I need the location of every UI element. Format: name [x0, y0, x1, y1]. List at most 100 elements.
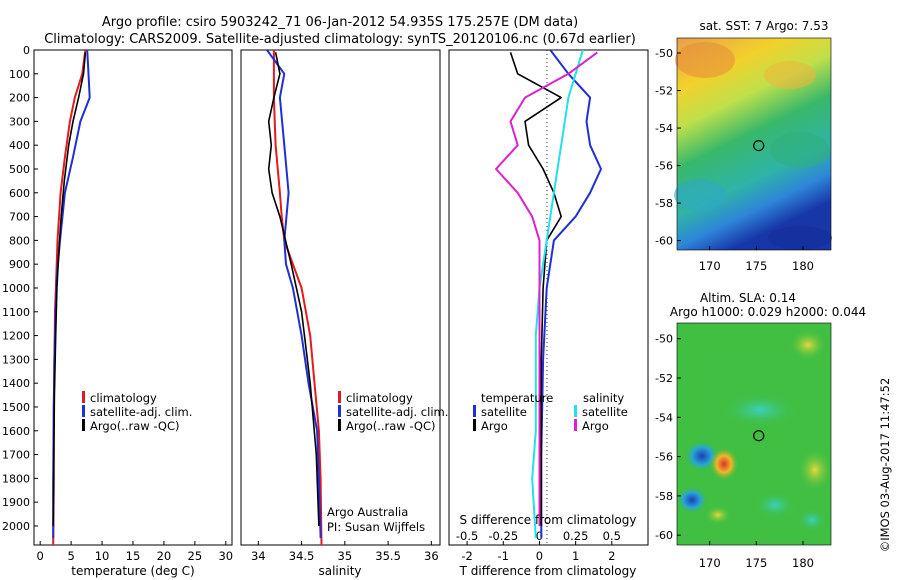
- x-tick-label: 25: [188, 549, 203, 563]
- t-difference-axis: -2 -1 0 1 2: [461, 541, 615, 563]
- series-line-salinity-satellite: [531, 50, 584, 538]
- series-line-temperature-argo: [509, 52, 563, 526]
- legend-group-temperature: temperature: [481, 391, 553, 405]
- difference-xlabel-top: S difference from climatology: [460, 513, 637, 527]
- lon-tick-label: 180: [792, 556, 814, 570]
- legend-argo: Argo(..raw -QC): [346, 419, 436, 433]
- legend-swatch-climatology: [338, 391, 341, 403]
- credit-org: Argo Australia: [327, 505, 408, 519]
- depth-tick-label: 200: [9, 92, 30, 105]
- temperature-panel: 0100200300400500600700800900100011001200…: [2, 44, 233, 578]
- depth-tick-label: 100: [9, 68, 30, 81]
- series-line-climatology: [272, 50, 323, 545]
- depth-tick-label: 700: [9, 211, 30, 224]
- temperature-series: [52, 50, 91, 545]
- sla-map-frame: [676, 322, 832, 546]
- salinity-axis: 34 34.5 35 35.5 36: [251, 541, 439, 563]
- sst-cool-patch: [674, 179, 726, 211]
- salinity-legend: climatology satellite-adj. clim. Argo(..…: [338, 391, 448, 433]
- temperature-legend: climatology satellite-adj. clim. Argo(..…: [82, 391, 192, 433]
- s-tick-label: 0.25: [563, 529, 589, 543]
- lat-tick-label: -60: [655, 235, 673, 248]
- x-tick-label: 35: [338, 549, 353, 563]
- sst-cool-patch: [770, 132, 830, 168]
- salinity-xlabel: salinity: [318, 564, 361, 578]
- depth-tick-label: 1300: [2, 353, 30, 366]
- sla-map-title-line1: Altim. SLA: 0.14: [700, 291, 796, 305]
- difference-xlabel: T difference from climatology: [459, 564, 637, 578]
- sst-map-title: sat. SST: 7 Argo: 7.53: [700, 19, 829, 33]
- depth-tick-label: 1200: [2, 330, 30, 343]
- difference-plot-frame: [448, 49, 649, 546]
- lat-tick-label: -56: [655, 160, 673, 173]
- legend-swatch-climatology: [82, 391, 85, 403]
- sst-map-frame: [676, 37, 832, 251]
- depth-tick-label: 2000: [2, 520, 30, 533]
- legend-swatch-s-satellite: [574, 405, 577, 417]
- legend-t-argo: Argo: [481, 419, 508, 433]
- x-tick-label: 0: [536, 549, 543, 563]
- lat-tick-label: -52: [655, 85, 673, 98]
- s-tick-label: -0.25: [488, 529, 518, 543]
- figure-title-line1: Argo profile: csiro 5903242_71 06-Jan-20…: [102, 15, 578, 30]
- depth-tick-label: 800: [9, 234, 30, 247]
- x-tick-label: 2: [608, 549, 615, 563]
- x-tick-label: -1: [498, 549, 509, 563]
- x-tick-label: 36: [424, 549, 439, 563]
- difference-legend: temperature salinity satellite Argo sate…: [473, 391, 628, 433]
- difference-series: [495, 50, 602, 538]
- x-tick-label: 10: [95, 549, 110, 563]
- legend-swatch-argo: [338, 419, 341, 431]
- difference-panel: -2 -1 0 1 2 -0.5 -0.25 0 0.25 0.5 T difference f…: [448, 49, 649, 578]
- legend-swatch-t-satellite: [473, 405, 476, 417]
- lat-tick-label: -50: [655, 333, 673, 346]
- depth-axis: 0 100 200 300 400 500 600 700 800 900 1000 1100 1200…: [2, 44, 38, 533]
- lon-tick-label: 180: [792, 259, 814, 273]
- x-tick-label: 20: [157, 549, 172, 563]
- legend-argo: Argo(..raw -QC): [90, 419, 180, 433]
- legend-swatch-satellite: [338, 405, 341, 417]
- sst-cold-patch: [768, 226, 832, 250]
- depth-tick-label: 0: [23, 44, 30, 57]
- s-tick-label: 0.5: [603, 529, 621, 543]
- legend-group-salinity: salinity: [583, 391, 624, 405]
- depth-tick-label: 1100: [2, 306, 30, 319]
- x-tick-label: -2: [461, 549, 472, 563]
- x-tick-label: 5: [67, 549, 74, 563]
- sla-yellow-patch: [797, 448, 833, 492]
- series-line-satellite-adj-clim-: [52, 50, 91, 538]
- legend-s-satellite: satellite: [582, 405, 628, 419]
- legend-satellite: satellite-adj. clim.: [90, 405, 192, 419]
- lat-tick-label: -58: [655, 197, 673, 210]
- s-difference-axis: -0.5 -0.25 0 0.25 0.5: [456, 529, 621, 543]
- depth-tick-label: 900: [9, 258, 30, 271]
- legend-satellite: satellite-adj. clim.: [346, 405, 448, 419]
- sla-high-patch: [709, 447, 739, 481]
- sla-map-title-line2: Argo h1000: 0.029 h2000: 0.044: [670, 305, 866, 319]
- lat-tick-label: -54: [655, 411, 673, 424]
- legend-s-argo: Argo: [582, 419, 609, 433]
- sla-map-axes: -50 -52 -54 -56 -58 -60 170 175 180: [655, 333, 814, 570]
- x-tick-label: 15: [126, 549, 141, 563]
- depth-tick-label: 1900: [2, 496, 30, 509]
- lat-tick-label: -56: [655, 451, 673, 464]
- legend-climatology: climatology: [346, 391, 413, 405]
- legend-climatology: climatology: [90, 391, 157, 405]
- x-tick-label: 30: [218, 549, 233, 563]
- credit-pi: PI: Susan Wijffels: [327, 520, 425, 534]
- lon-tick-label: 170: [699, 259, 721, 273]
- x-tick-label: 35.5: [375, 549, 401, 563]
- lat-tick-label: -54: [655, 122, 673, 135]
- lat-tick-label: -52: [655, 372, 673, 385]
- sla-yellow-patch: [788, 329, 828, 361]
- series-line-temperature-satellite: [540, 50, 602, 538]
- temperature-xlabel: temperature (deg C): [71, 564, 194, 578]
- depth-tick-label: 1000: [2, 282, 30, 295]
- x-tick-label: 0: [37, 549, 44, 563]
- depth-tick-label: 500: [9, 163, 30, 176]
- legend-swatch-argo: [82, 419, 85, 431]
- sla-texture: [676, 329, 833, 532]
- s-tick-label: -0.5: [456, 529, 478, 543]
- lon-tick-label: 175: [745, 556, 767, 570]
